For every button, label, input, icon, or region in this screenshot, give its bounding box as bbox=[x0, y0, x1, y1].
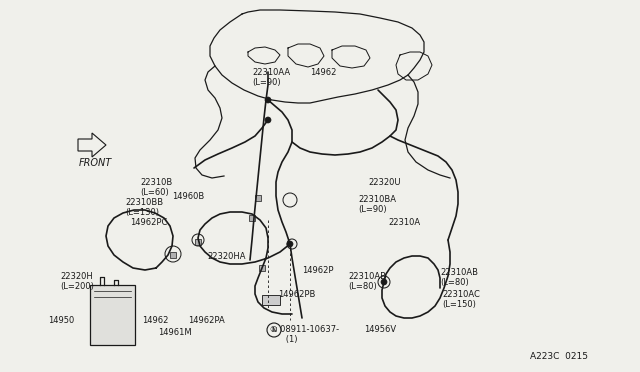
Text: 22310BB
(L=130): 22310BB (L=130) bbox=[125, 198, 163, 217]
Circle shape bbox=[265, 97, 271, 103]
Text: 22310AB
(L=80): 22310AB (L=80) bbox=[440, 268, 478, 288]
Circle shape bbox=[381, 279, 387, 285]
Text: ① 08911-10637-
      (1): ① 08911-10637- (1) bbox=[270, 325, 339, 344]
Text: 14960B: 14960B bbox=[172, 192, 204, 201]
Text: 22310AA
(L=90): 22310AA (L=90) bbox=[252, 68, 290, 87]
Text: 14962P: 14962P bbox=[302, 266, 333, 275]
Bar bbox=[170, 252, 176, 258]
Text: 22320HA: 22320HA bbox=[207, 252, 246, 261]
Text: 22320H
(L=200): 22320H (L=200) bbox=[60, 272, 94, 291]
Text: 14962PA: 14962PA bbox=[188, 316, 225, 325]
Text: A223C  0215: A223C 0215 bbox=[530, 352, 588, 361]
Text: 14962PC: 14962PC bbox=[130, 218, 168, 227]
Circle shape bbox=[287, 241, 293, 247]
Bar bbox=[195, 239, 201, 245]
Text: 14950: 14950 bbox=[48, 316, 74, 325]
Circle shape bbox=[265, 117, 271, 123]
Text: 22310BA
(L=90): 22310BA (L=90) bbox=[358, 195, 396, 214]
Bar bbox=[255, 195, 261, 201]
Bar bbox=[249, 215, 255, 221]
Text: 14956V: 14956V bbox=[364, 325, 396, 334]
Text: 22310AC
(L=150): 22310AC (L=150) bbox=[442, 290, 480, 310]
Text: FRONT: FRONT bbox=[78, 158, 111, 168]
Bar bbox=[259, 265, 265, 271]
Text: 14962PB: 14962PB bbox=[278, 290, 316, 299]
Text: 14961M: 14961M bbox=[158, 328, 191, 337]
Bar bbox=[262, 295, 280, 305]
Text: N: N bbox=[271, 327, 276, 333]
Bar bbox=[90, 285, 135, 345]
Text: 14962: 14962 bbox=[310, 68, 337, 77]
Text: 22310A: 22310A bbox=[388, 218, 420, 227]
Text: 22320U: 22320U bbox=[368, 178, 401, 187]
Text: 14962: 14962 bbox=[142, 316, 168, 325]
Text: 22310B
(L=60): 22310B (L=60) bbox=[140, 178, 172, 198]
Text: 22310AB
(L=80): 22310AB (L=80) bbox=[348, 272, 386, 291]
